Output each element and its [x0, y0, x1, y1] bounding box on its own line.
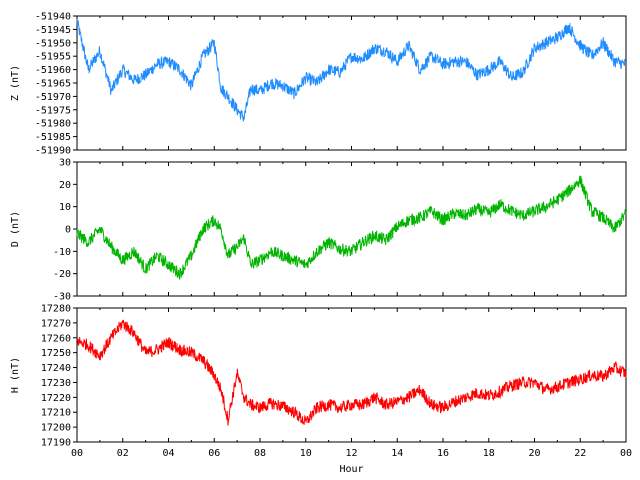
y-tick-label: -51975 [35, 105, 71, 116]
plot-frame [76, 15, 627, 151]
y-tick-label: 20 [59, 180, 71, 191]
y-tick-label: 17200 [41, 423, 71, 434]
y-tick-label: -10 [53, 247, 71, 258]
y-tick-label: 17250 [41, 348, 71, 359]
x-tick-label: 20 [528, 448, 540, 459]
y-tick-label: -51985 [35, 132, 71, 143]
x-tick-label: 16 [437, 448, 449, 459]
panel-h: 17280 17270 17260 17250 17240 17230 17220 17210… [10, 304, 632, 476]
y-axis-label: Z (nT) [10, 65, 21, 101]
x-axis-label: Hour [339, 464, 363, 475]
y-tick-label: 17280 [41, 304, 71, 315]
series-line-z [76, 19, 626, 122]
y-tick-label: 17260 [41, 333, 71, 344]
series-line-h [76, 319, 627, 426]
y-tick-label: 17270 [41, 318, 71, 329]
panel-z: -51940 -51945 -51950 -51955 -51960 -51965 -519… [10, 12, 627, 157]
y-axis-label: D (nT) [10, 211, 21, 247]
panel-d: 30 20 10 0 -10 -20 -30 D (nT) [10, 158, 627, 303]
x-tick-label: 08 [254, 448, 266, 459]
y-tick-label: 0 [65, 225, 71, 236]
x-tick-label: 14 [391, 448, 403, 459]
x-tick-label: 18 [483, 448, 495, 459]
y-tick-label: -30 [53, 292, 71, 303]
y-tick-label: -51980 [35, 119, 71, 130]
x-tick-label: 00 [620, 448, 632, 459]
x-tick-label: 12 [345, 448, 357, 459]
y-tick-label: 10 [59, 202, 71, 213]
y-tick-label: -51990 [35, 146, 71, 157]
y-tick-label: -51955 [35, 52, 71, 63]
y-tick-label: -51940 [35, 12, 71, 23]
plot-frame [76, 307, 627, 443]
y-tick-label: 30 [59, 158, 71, 169]
y-tick-label: -51950 [35, 38, 71, 49]
x-tick-label: 06 [208, 448, 220, 459]
x-tick-label: 22 [574, 448, 586, 459]
y-tick-label: -51945 [35, 25, 71, 36]
y-tick-label: 17190 [41, 438, 71, 449]
y-tick-label: 17210 [41, 408, 71, 419]
y-tick-label: -20 [53, 269, 71, 280]
y-tick-label: 17220 [41, 393, 71, 404]
y-tick-label: 17240 [41, 363, 71, 374]
y-tick-label: -51970 [35, 92, 71, 103]
y-tick-label: 17230 [41, 378, 71, 389]
x-tick-label: 10 [300, 448, 312, 459]
x-tick-label: 04 [162, 448, 174, 459]
y-axis-label: H (nT) [10, 357, 21, 393]
x-tick-label: 00 [71, 448, 83, 459]
y-tick-label: -51965 [35, 79, 71, 90]
series-line-d [76, 175, 627, 280]
plot-frame [76, 161, 627, 297]
x-tick-label: 02 [117, 448, 129, 459]
y-tick-label: -51960 [35, 65, 71, 76]
